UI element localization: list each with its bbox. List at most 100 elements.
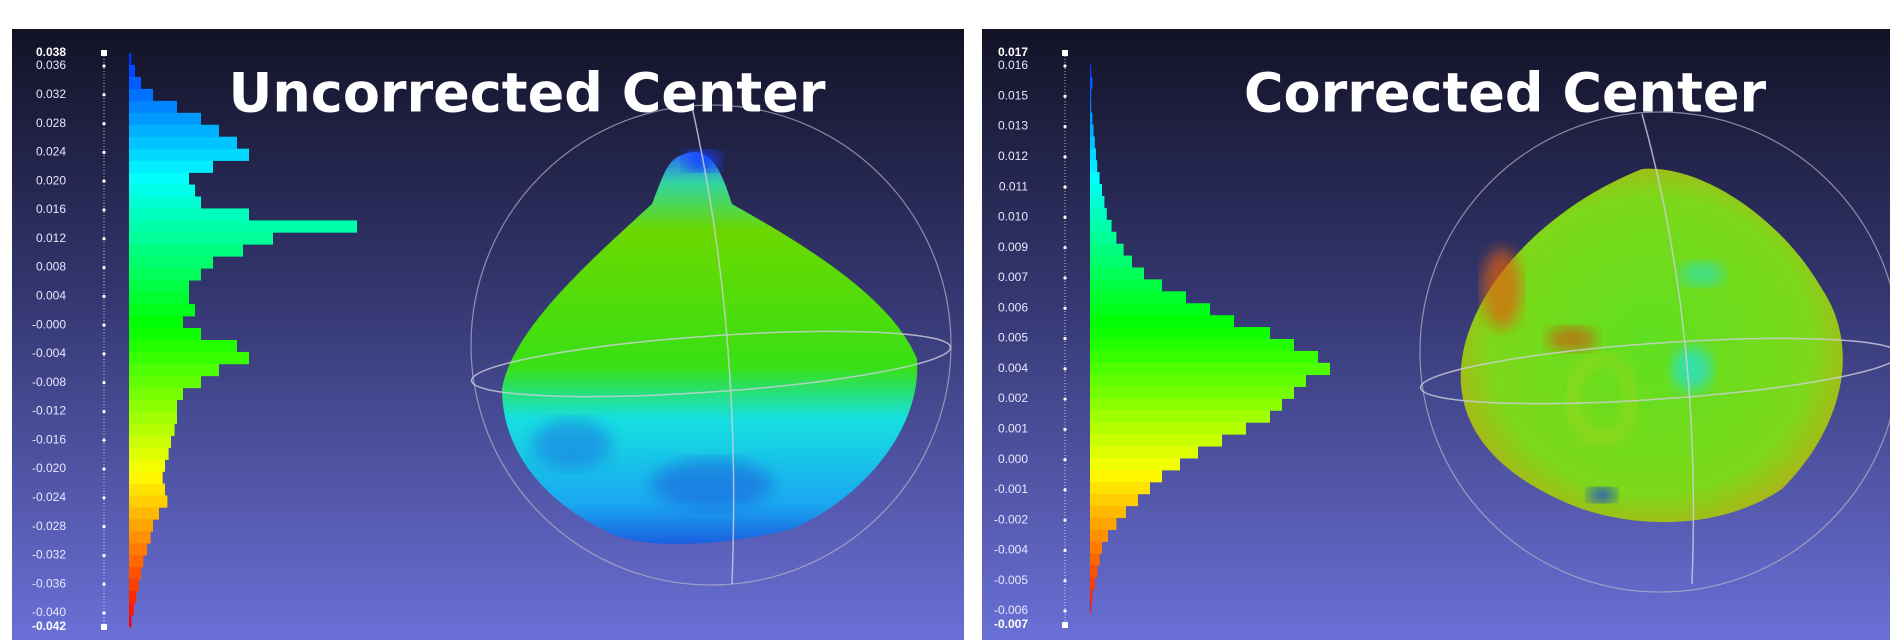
scale-label: 0.011	[999, 179, 1028, 193]
histogram-bar	[129, 567, 141, 579]
histogram-bar	[1090, 244, 1124, 256]
histogram-bar	[1090, 554, 1100, 566]
scale-tick	[1063, 337, 1066, 340]
histogram-bar	[129, 352, 249, 364]
histogram-bar	[1090, 268, 1144, 280]
histogram-bar	[1090, 422, 1246, 434]
histogram-bar	[1090, 65, 1091, 77]
scale-tick	[1063, 125, 1066, 128]
screenshot: {"panels": [ {"title": "Uncorrected Cent…	[0, 0, 1890, 640]
scale-tick	[102, 583, 105, 586]
scale-tick	[102, 352, 105, 355]
scale-marker	[101, 50, 107, 56]
histogram-bar	[1090, 89, 1091, 101]
scale-tick	[102, 266, 105, 269]
scale-label: 0.013	[998, 119, 1028, 133]
scale-tick	[1063, 367, 1066, 370]
scale-label: 0.012	[36, 231, 66, 245]
panel-title: Uncorrected Center	[229, 62, 826, 125]
scale-label: 0.004	[36, 288, 66, 302]
histogram-bar	[129, 340, 237, 352]
histogram-bar	[129, 507, 159, 519]
scale-label: -0.000	[32, 317, 66, 331]
histogram-bar	[129, 125, 219, 137]
scale-label: -0.016	[32, 432, 66, 446]
scale-max: 0.038	[36, 45, 66, 59]
scale-tick	[102, 381, 105, 384]
histogram-bar	[129, 519, 153, 531]
histogram-bar	[129, 304, 195, 316]
scale-label: 0.002	[998, 391, 1028, 405]
scale-label: 0.000	[998, 452, 1028, 466]
histogram-bar	[129, 280, 189, 292]
scale-label: 0.012	[998, 149, 1028, 163]
scale-tick	[1063, 609, 1066, 612]
histogram-bar	[129, 220, 357, 232]
scale-tick	[102, 467, 105, 470]
scale-label: -0.006	[994, 603, 1028, 617]
histogram-bar	[129, 292, 189, 304]
scale-label: 0.016	[36, 202, 66, 216]
histogram-bar	[1090, 256, 1132, 268]
scale-tick	[102, 180, 105, 183]
scale-label: -0.020	[32, 461, 66, 475]
histogram-bar	[1090, 136, 1095, 148]
scale-label: 0.001	[998, 422, 1028, 436]
scale-tick	[102, 151, 105, 154]
scale-label: 0.008	[36, 260, 66, 274]
scale-label: -0.036	[32, 576, 66, 590]
histogram-bar	[1090, 77, 1092, 89]
histogram-bar	[1090, 232, 1116, 244]
scale-min: -0.042	[32, 619, 66, 633]
scale-label: 0.016	[998, 58, 1028, 72]
histogram-bar	[129, 173, 189, 185]
histogram-bar	[129, 364, 219, 376]
scale-label: -0.024	[32, 490, 66, 504]
histogram-bar	[129, 460, 165, 472]
scale-label: 0.015	[998, 88, 1028, 102]
histogram-bar	[1090, 339, 1294, 351]
scale-label: -0.008	[32, 375, 66, 389]
scale-tick	[1063, 428, 1066, 431]
scale-label: 0.036	[36, 58, 66, 72]
scale-marker	[101, 624, 107, 630]
histogram-bar	[129, 185, 195, 197]
scale-label: -0.004	[994, 543, 1028, 557]
histogram-bar	[129, 412, 177, 424]
scale-tick	[102, 439, 105, 442]
scale-marker	[1062, 50, 1068, 56]
histogram-bar	[1090, 160, 1097, 172]
histogram-bar	[129, 448, 169, 460]
scale-tick	[1063, 519, 1066, 522]
histogram-bar	[1090, 399, 1282, 411]
scale-tick	[1063, 95, 1066, 98]
scale-tick	[102, 122, 105, 125]
histogram-bar	[129, 531, 151, 543]
histogram-bar	[129, 424, 175, 436]
histogram-bar	[129, 65, 135, 77]
histogram-bar	[1090, 530, 1108, 542]
scale-label: 0.032	[36, 87, 66, 101]
histogram-bar	[1090, 220, 1112, 232]
scale-label: -0.032	[32, 548, 66, 562]
histogram-bar	[1090, 482, 1150, 494]
scale-tick	[102, 496, 105, 499]
histogram-bar	[129, 268, 201, 280]
histogram-bar	[1090, 375, 1306, 387]
scale-tick	[1063, 397, 1066, 400]
histogram-bar	[129, 137, 237, 149]
scale-label: 0.020	[36, 173, 66, 187]
histogram-bar	[129, 579, 139, 591]
scale-tick	[102, 525, 105, 528]
scale-label: -0.004	[32, 346, 66, 360]
histogram-bar	[1090, 303, 1210, 315]
scale-label: 0.010	[998, 210, 1028, 224]
scale-tick	[102, 93, 105, 96]
histogram-bar	[1090, 196, 1104, 208]
histogram-bar	[1090, 148, 1096, 160]
histogram-bar	[129, 89, 153, 101]
histogram-bar	[129, 77, 141, 89]
histogram-bar	[1090, 446, 1198, 458]
panel-title: Corrected Center	[1244, 62, 1767, 125]
